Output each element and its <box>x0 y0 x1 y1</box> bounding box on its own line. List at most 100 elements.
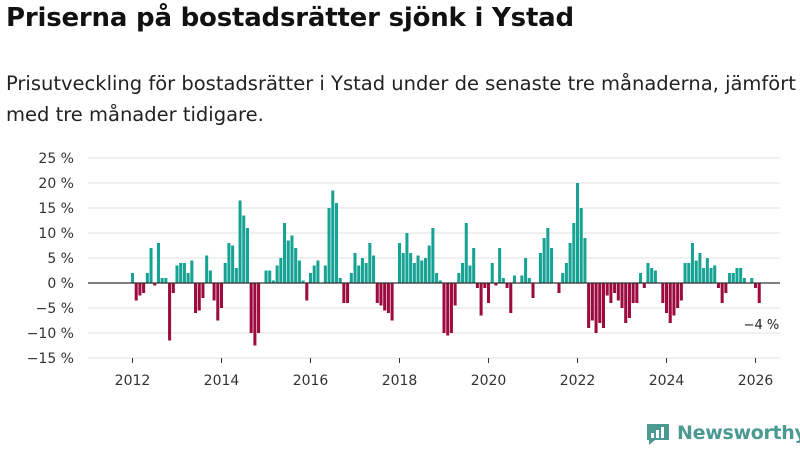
bar <box>405 233 409 283</box>
y-tick-label: 5 % <box>47 251 74 267</box>
bars <box>130 183 761 346</box>
bar <box>145 273 149 283</box>
bar <box>334 203 338 283</box>
bar <box>575 183 580 283</box>
bar <box>194 283 198 313</box>
x-tick-label: 2018 <box>382 373 418 389</box>
bar <box>631 283 635 303</box>
bar <box>349 273 353 283</box>
bar <box>446 283 450 336</box>
bar <box>542 238 546 283</box>
bar <box>279 258 283 283</box>
bar <box>687 263 691 283</box>
bar <box>520 275 524 283</box>
bar <box>360 258 364 283</box>
last-value-label: −4 % <box>744 318 780 333</box>
bar <box>490 263 494 283</box>
bar <box>257 283 261 333</box>
bar <box>564 263 568 283</box>
bar <box>498 248 502 283</box>
bar <box>561 273 565 283</box>
bar <box>457 273 461 283</box>
x-tick-label: 2014 <box>204 373 240 389</box>
bar <box>627 283 631 318</box>
bar <box>728 273 732 283</box>
bar <box>683 263 687 283</box>
bar <box>208 270 212 283</box>
bar <box>383 283 387 311</box>
y-tick-label: 10 % <box>38 226 74 242</box>
bar <box>583 238 587 283</box>
bar <box>308 273 313 283</box>
bar <box>138 283 142 296</box>
bar <box>475 283 479 288</box>
bar <box>245 228 249 283</box>
bar <box>368 243 372 283</box>
bar <box>494 283 498 286</box>
bar <box>442 283 446 333</box>
bar <box>264 270 268 283</box>
bar <box>379 283 383 306</box>
bar <box>587 283 591 328</box>
bar <box>461 263 465 283</box>
x-axis: 2012 2014 2016 2018 2020 2022 2024 2026 <box>115 358 773 389</box>
bar <box>346 283 350 303</box>
bar <box>479 283 483 316</box>
bar <box>420 260 424 283</box>
bar <box>435 273 439 283</box>
bar <box>223 263 227 283</box>
bar <box>312 265 316 283</box>
bar <box>201 283 205 298</box>
bar <box>305 283 309 301</box>
bar <box>427 245 431 283</box>
y-tick-label: 25 % <box>38 151 74 167</box>
bar <box>438 280 442 283</box>
bar <box>557 283 561 293</box>
bar <box>249 283 253 333</box>
bar <box>665 283 669 313</box>
bar <box>171 283 175 293</box>
bar <box>301 280 305 283</box>
bar <box>290 235 294 283</box>
x-tick-label: 2016 <box>293 373 329 389</box>
brand-name: Newsworthy <box>677 422 800 444</box>
bar <box>253 283 257 346</box>
y-tick-label: 0 % <box>47 276 74 292</box>
bar <box>134 283 138 301</box>
bar <box>294 248 298 283</box>
bar <box>501 278 505 283</box>
bar <box>271 280 275 283</box>
bar <box>390 283 394 321</box>
bar <box>338 278 342 283</box>
bar <box>594 283 598 333</box>
bar <box>742 278 746 283</box>
bar <box>731 273 735 283</box>
bar <box>179 263 183 283</box>
bar <box>509 283 513 313</box>
bar <box>702 268 706 283</box>
bar <box>160 278 164 283</box>
bar <box>353 253 357 283</box>
bar <box>531 283 535 298</box>
bar <box>153 283 157 286</box>
bar <box>472 248 476 283</box>
bar <box>182 263 186 283</box>
bar <box>754 283 758 288</box>
bar <box>431 228 435 283</box>
bar <box>601 283 605 328</box>
bar <box>642 283 646 288</box>
bar <box>453 283 457 306</box>
bar <box>720 283 724 303</box>
bar <box>219 283 224 308</box>
bar <box>231 245 235 283</box>
bar <box>546 228 550 283</box>
bar <box>750 278 754 283</box>
bar <box>705 258 709 283</box>
newsworthy-logo: Newsworthy <box>645 420 800 446</box>
bar <box>268 270 272 283</box>
bar <box>286 240 290 283</box>
bar <box>197 283 201 311</box>
bar <box>572 223 576 283</box>
bar <box>550 248 554 283</box>
bar <box>613 283 617 293</box>
